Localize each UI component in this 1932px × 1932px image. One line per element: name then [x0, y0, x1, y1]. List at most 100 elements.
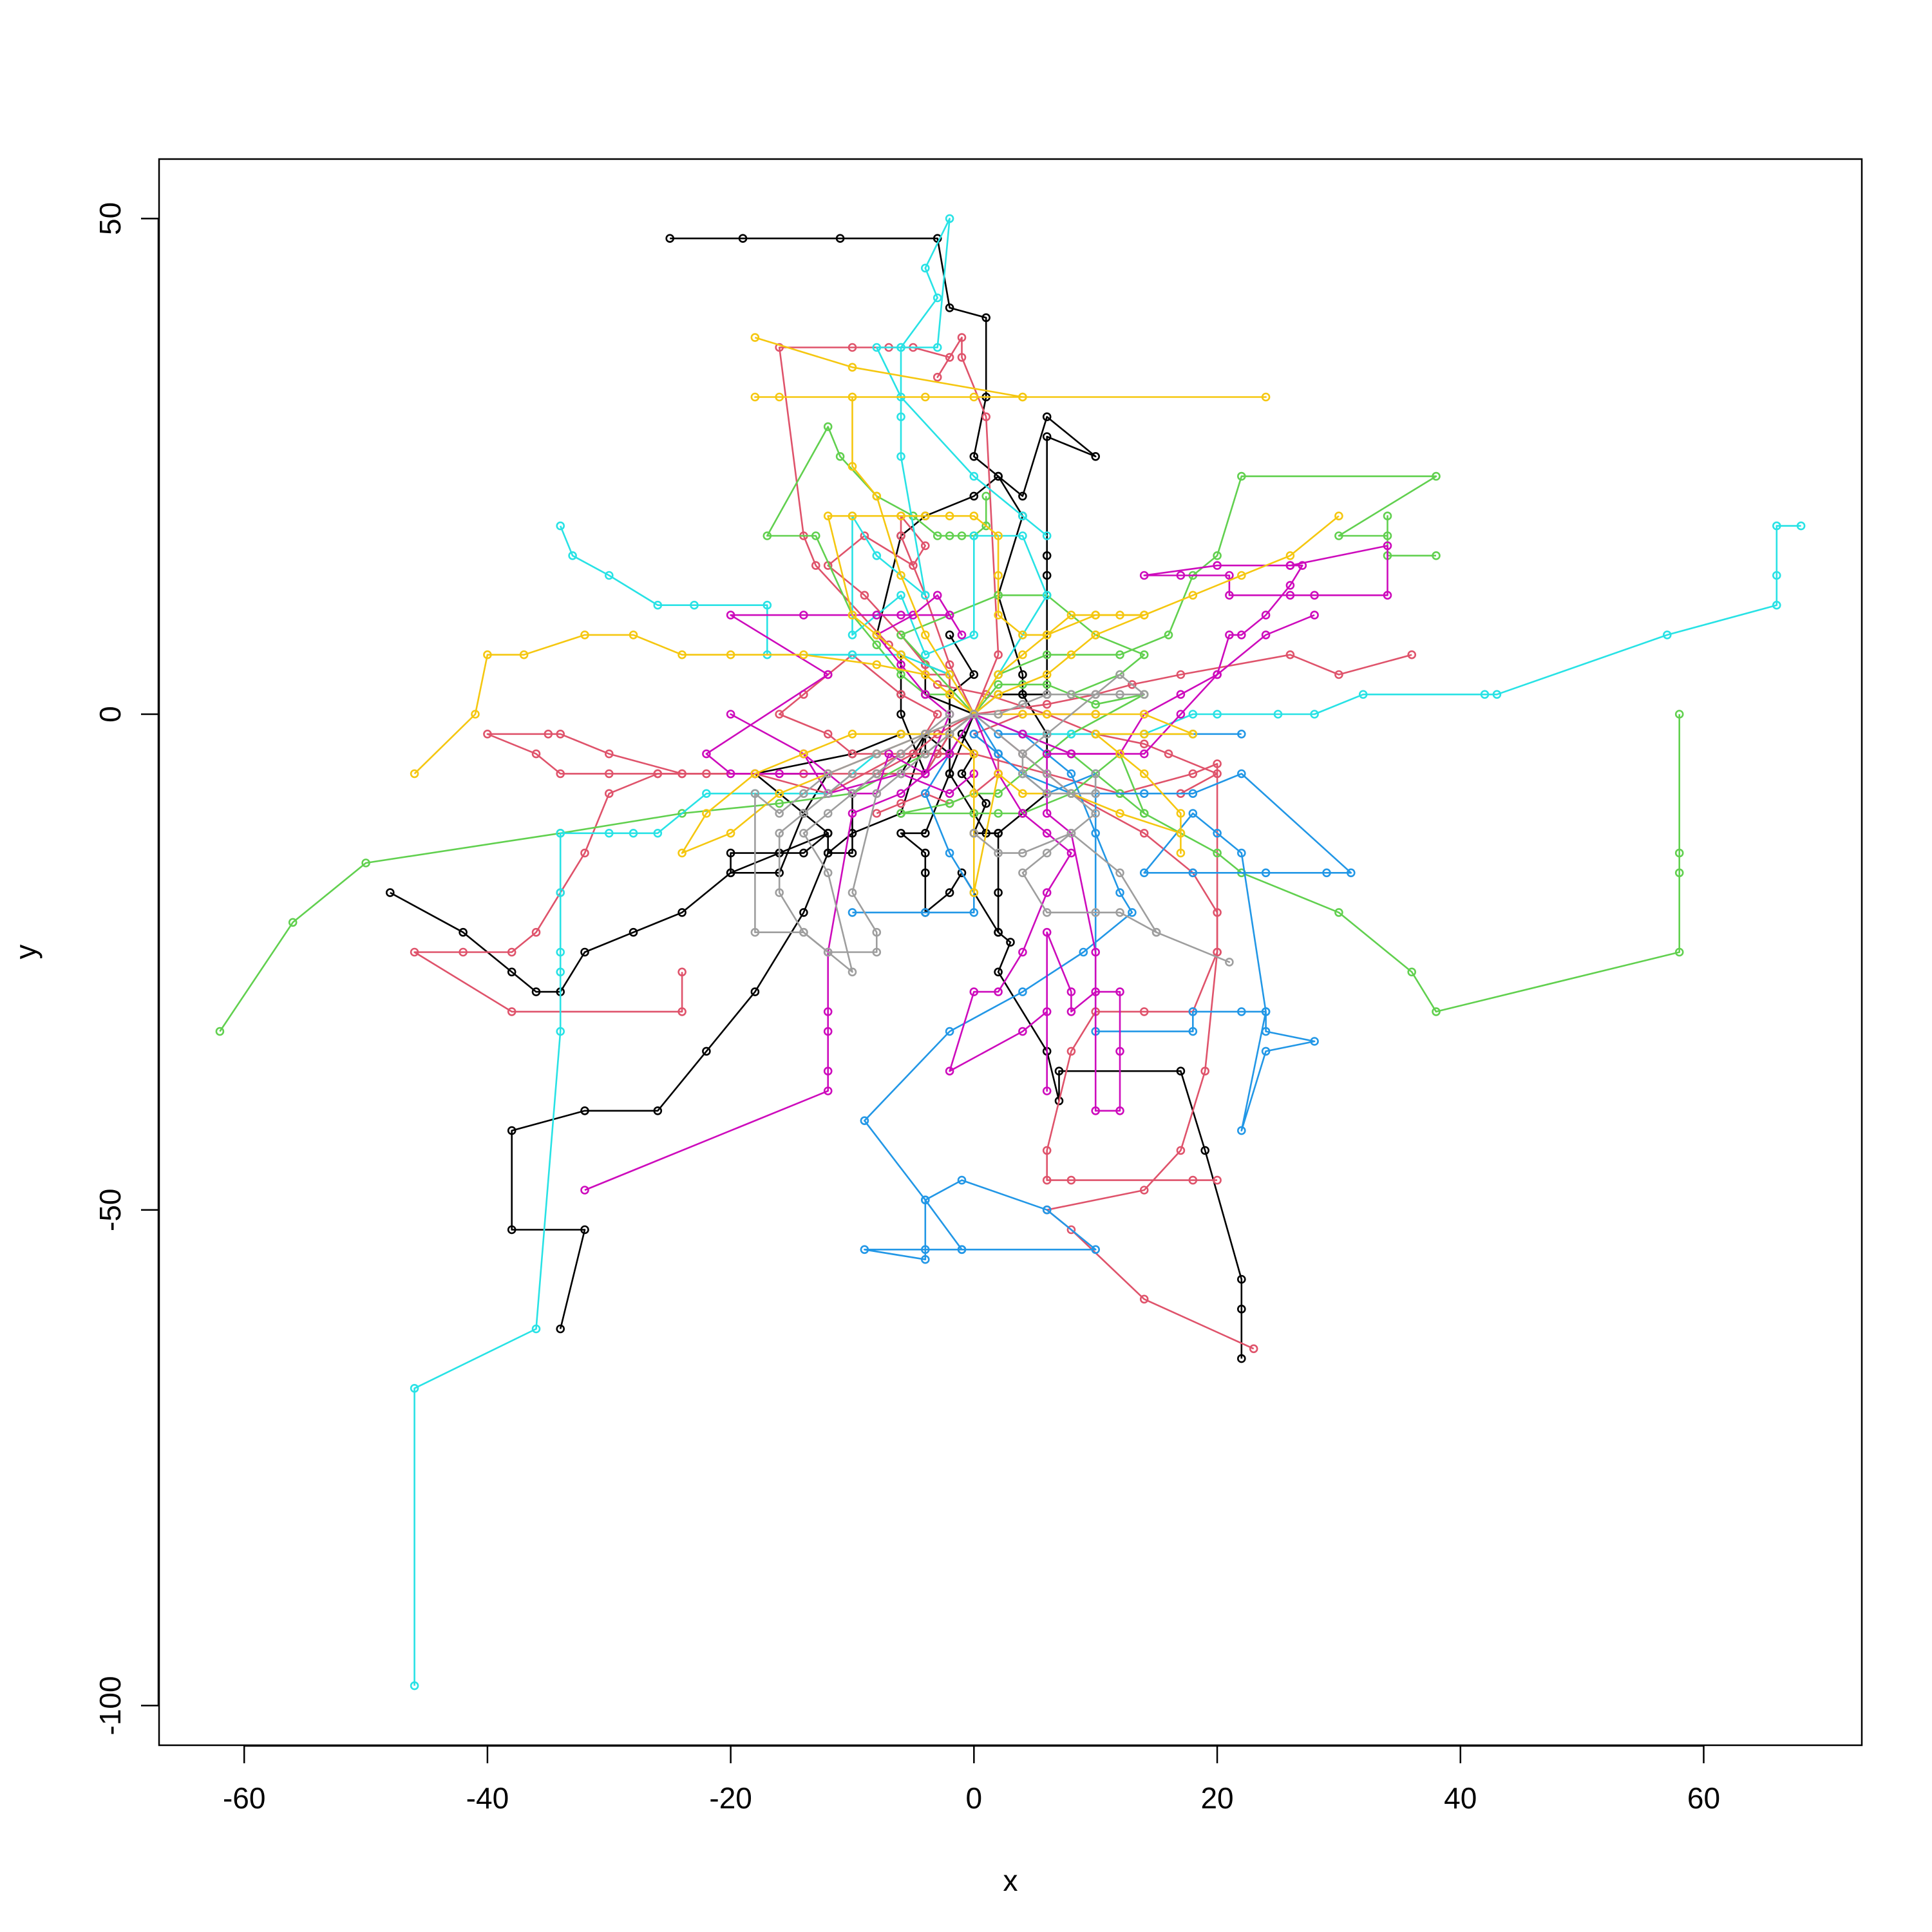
data-point	[994, 710, 1003, 719]
data-point	[702, 1046, 711, 1056]
data-point	[945, 789, 954, 798]
data-point	[994, 967, 1003, 977]
data-point	[1042, 412, 1052, 422]
data-point	[1383, 541, 1392, 551]
y-tick-label: 50	[93, 202, 127, 235]
data-point	[410, 1681, 419, 1690]
data-point	[1213, 710, 1222, 719]
data-point	[1237, 1354, 1246, 1363]
data-point	[1237, 1126, 1246, 1135]
data-point	[823, 947, 833, 957]
data-point	[945, 888, 954, 897]
data-point	[677, 809, 687, 818]
series-line	[827, 515, 1340, 715]
data-point	[921, 868, 930, 878]
series-line	[973, 713, 1680, 1013]
data-point	[1066, 690, 1076, 699]
data-point	[1139, 690, 1149, 699]
data-point	[1066, 1007, 1076, 1016]
data-point	[507, 1126, 516, 1135]
data-point	[969, 908, 979, 917]
data-point	[896, 730, 905, 739]
data-point	[981, 491, 990, 501]
data-point	[1066, 769, 1076, 779]
data-point	[507, 967, 516, 977]
data-point	[1347, 868, 1356, 878]
data-point	[1358, 690, 1368, 699]
data-point	[483, 650, 492, 659]
data-point	[994, 927, 1003, 937]
data-point	[1237, 730, 1246, 739]
data-point	[762, 531, 772, 540]
data-point	[726, 868, 735, 878]
data-point	[1139, 710, 1149, 719]
data-point	[1334, 511, 1343, 521]
data-point	[629, 927, 638, 937]
data-point	[957, 353, 967, 362]
data-point	[969, 749, 979, 759]
data-point	[1018, 710, 1027, 719]
data-point	[702, 749, 711, 759]
data-point	[945, 214, 954, 223]
data-point	[1066, 730, 1076, 739]
series-4	[896, 710, 1246, 1363]
data-point	[872, 491, 882, 501]
data-point	[507, 1225, 516, 1235]
data-point	[921, 670, 930, 679]
data-point	[848, 462, 857, 471]
data-point	[945, 611, 954, 620]
x-tick-label: 0	[966, 1781, 983, 1815]
data-point	[994, 571, 1003, 580]
series-line	[900, 714, 1243, 1359]
data-point	[896, 809, 905, 818]
data-point	[1066, 611, 1076, 620]
axes-layer: -60 -40 -20 0 20 40 60 -100 -50 0 50	[93, 202, 1720, 1815]
data-point	[872, 927, 882, 937]
data-point	[872, 809, 882, 818]
data-point	[994, 650, 1003, 659]
data-point	[823, 789, 833, 798]
data-point	[580, 1225, 589, 1235]
data-point	[945, 848, 954, 858]
data-point	[848, 809, 857, 818]
data-point	[1091, 710, 1100, 719]
data-point	[1115, 1106, 1124, 1115]
data-point	[921, 908, 930, 917]
data-point	[1042, 650, 1052, 659]
data-point	[823, 868, 833, 878]
series-line	[852, 714, 975, 914]
data-point	[823, 511, 833, 521]
data-point	[1018, 392, 1027, 402]
data-point	[1079, 947, 1088, 957]
data-point	[1188, 789, 1198, 798]
data-point	[872, 611, 882, 620]
data-point	[1188, 809, 1198, 818]
data-point	[945, 511, 954, 521]
series-37	[969, 611, 1149, 719]
data-point	[823, 730, 833, 739]
data-point	[1091, 451, 1100, 461]
data-point	[896, 799, 905, 808]
data-point	[896, 531, 905, 540]
data-point	[799, 829, 808, 838]
data-point	[994, 471, 1003, 481]
data-point	[957, 1175, 967, 1185]
data-point	[1066, 1175, 1076, 1185]
data-point	[1006, 938, 1015, 947]
data-point	[994, 809, 1003, 818]
data-point	[1200, 1146, 1209, 1155]
data-point	[1018, 491, 1027, 501]
data-point	[1213, 759, 1222, 768]
data-point	[921, 1255, 930, 1264]
data-point	[1091, 789, 1100, 798]
data-point	[848, 511, 857, 521]
data-point	[1042, 769, 1052, 779]
data-point	[568, 551, 577, 560]
data-point	[775, 809, 784, 818]
data-point	[945, 353, 954, 362]
data-point	[1042, 908, 1052, 917]
data-point	[848, 730, 857, 739]
data-point	[933, 710, 942, 719]
data-point	[1213, 848, 1222, 858]
x-tick-label: 40	[1444, 1781, 1477, 1815]
